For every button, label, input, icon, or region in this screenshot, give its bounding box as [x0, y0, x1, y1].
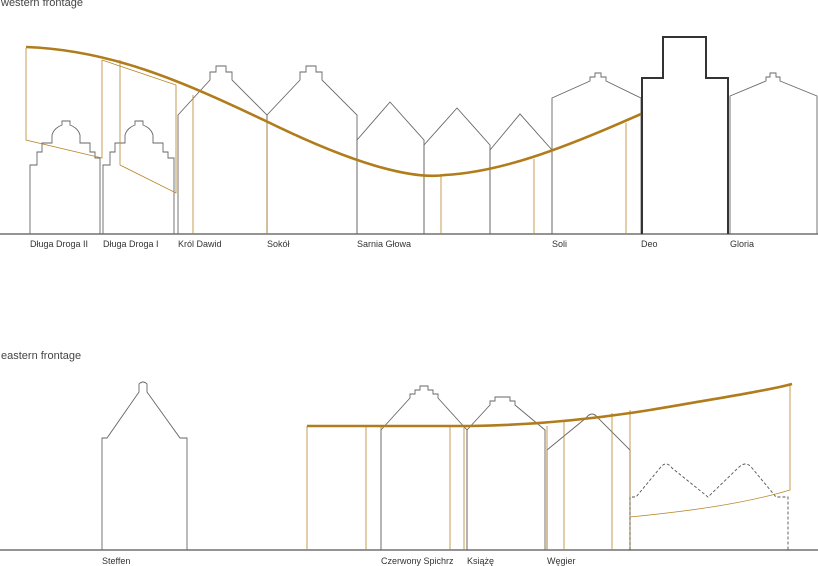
building-dluga-droga-1 — [102, 120, 175, 234]
building-sokol — [266, 65, 358, 234]
label-dluga-droga-1: Długa Droga I — [103, 239, 159, 249]
label-sokol: Sokół — [267, 239, 290, 249]
label-czerwony-spichrz: Czerwony Spichrz — [381, 556, 454, 566]
western-height-curve — [25, 45, 642, 178]
label-soli: Soli — [552, 239, 567, 249]
historic-outline-east-right — [629, 384, 791, 518]
label-krol-dawid: Król Dawid — [178, 239, 222, 249]
eastern-height-curve — [307, 382, 793, 428]
building-gloria — [729, 72, 818, 234]
building-deo — [641, 36, 729, 234]
label-wegier: Węgier — [547, 556, 576, 566]
eastern-frontage: Steffen Czerwony Spichrz Książę Węgier — [0, 381, 818, 566]
building-sarnia-glowa — [356, 101, 425, 234]
building-dluga-droga-2 — [29, 120, 101, 234]
building-krol-dawid — [177, 65, 268, 234]
building-west-6 — [489, 113, 553, 234]
building-wegier — [546, 413, 631, 550]
label-dluga-droga-2: Długa Droga II — [30, 239, 88, 249]
building-ksiaze — [466, 396, 546, 550]
building-soli — [551, 72, 642, 234]
western-frontage-title: western frontage — [1, 0, 83, 9]
label-deo: Deo — [641, 239, 658, 249]
label-sarnia-glowa: Sarnia Głowa — [357, 239, 411, 249]
historic-outline-dluga-droga — [25, 48, 177, 194]
label-steffen: Steffen — [102, 556, 130, 566]
eastern-frontage-title: eastern frontage — [1, 350, 82, 362]
building-czerwony-spichrz — [380, 385, 468, 550]
historic-outline-east — [306, 426, 382, 550]
label-gloria: Gloria — [730, 239, 754, 249]
demolished-buildings-outline — [629, 463, 789, 550]
western-frontage: Długa Droga II Długa Droga I Król Dawid … — [0, 36, 818, 249]
building-steffen — [101, 381, 188, 550]
label-ksiaze: Książę — [467, 556, 494, 566]
